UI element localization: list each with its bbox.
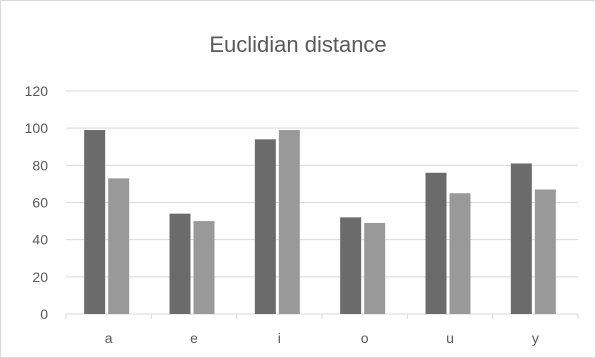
x-tick-label: y: [532, 330, 539, 346]
bar-o-series-2: [364, 222, 386, 314]
x-tick-label: o: [361, 330, 369, 346]
y-tick-label: 100: [25, 120, 49, 136]
y-tick-label: 20: [32, 269, 48, 285]
gridlines: [65, 90, 579, 319]
x-tick-label: e: [190, 330, 198, 346]
bar-i-series-1: [254, 139, 276, 314]
bar-u-series-2: [449, 193, 471, 314]
bar-e-series-1: [169, 213, 191, 314]
chart-title: Euclidian distance: [209, 32, 387, 57]
bar-u-series-1: [425, 172, 447, 314]
bar-a-series-2: [108, 178, 130, 314]
y-tick-label: 40: [32, 232, 48, 248]
y-tick-label: 80: [32, 157, 48, 173]
x-tick-label: u: [446, 330, 454, 346]
bar-y-series-2: [534, 189, 556, 314]
y-tick-label: 120: [25, 83, 49, 99]
bar-e-series-2: [193, 221, 215, 314]
x-tick-label: i: [278, 330, 281, 346]
bar-y-series-1: [510, 163, 532, 314]
y-tick-label: 60: [32, 195, 48, 211]
y-axis-tick-labels: 0 20 40 60 80 100 120: [25, 83, 49, 322]
bar-a-series-1: [84, 130, 106, 314]
x-tick-label: a: [105, 330, 113, 346]
bar-o-series-1: [340, 217, 362, 314]
bar-i-series-2: [278, 130, 300, 314]
y-tick-label: 0: [40, 306, 48, 322]
bars: [84, 130, 556, 314]
